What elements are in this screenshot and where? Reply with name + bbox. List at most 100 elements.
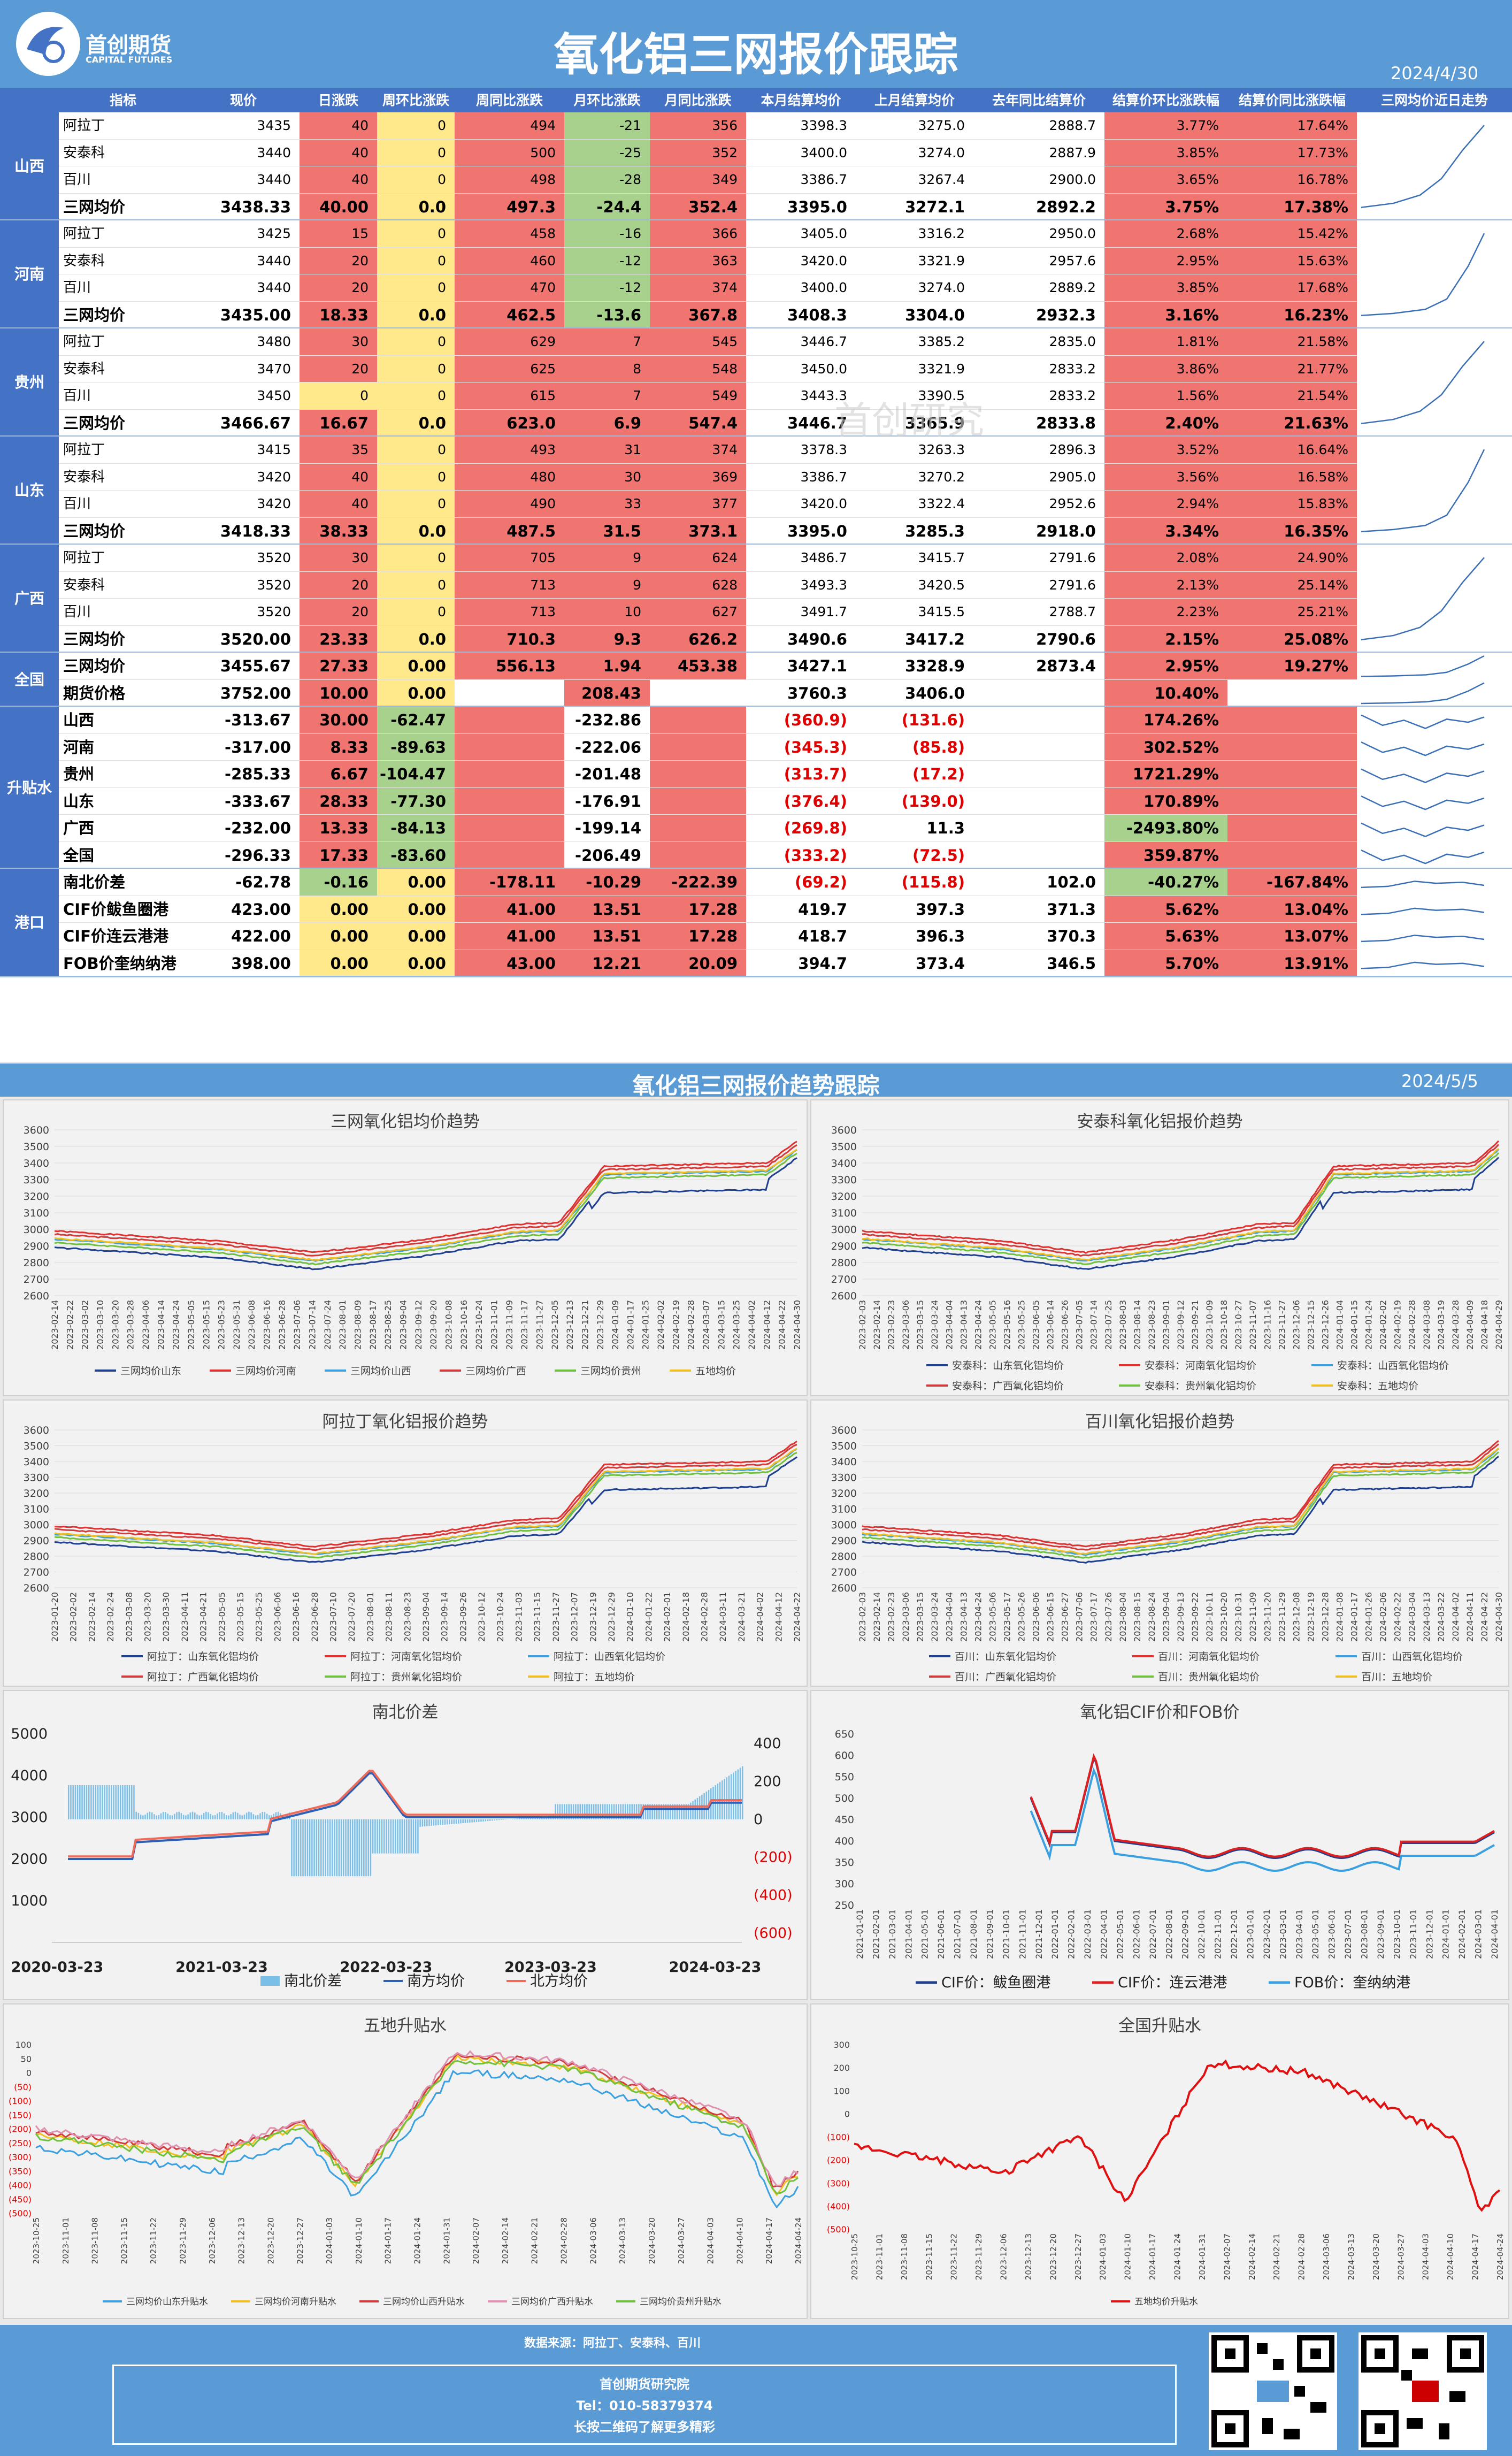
table-cell: 3415.5 bbox=[856, 599, 973, 626]
x-tick-label: 2024-04-24 bbox=[1495, 2233, 1505, 2280]
y-tick-label: (150) bbox=[9, 2110, 32, 2120]
y-tick-label: 2900 bbox=[24, 1535, 49, 1547]
table-cell: 0.0 bbox=[377, 625, 455, 653]
table-cell: -178.11 bbox=[455, 869, 564, 896]
table-cell bbox=[973, 707, 1104, 734]
qr-code-2-icon[interactable] bbox=[1359, 2332, 1487, 2450]
row-label: 三网均价 bbox=[59, 653, 187, 680]
table-cell: (269.8) bbox=[746, 815, 856, 842]
x-tick-label: 2023-12-06 bbox=[208, 2217, 217, 2264]
x-tick-label: 2023-09-20 bbox=[428, 1300, 439, 1350]
x-tick-label: 2023-11-22 bbox=[949, 2233, 959, 2280]
table-cell: 16.78% bbox=[1227, 166, 1357, 194]
table-cell: -89.63 bbox=[377, 733, 455, 761]
spread-bar bbox=[323, 1819, 324, 1877]
x-tick-label: 2023-02-03 bbox=[857, 1592, 868, 1642]
spread-bar bbox=[399, 1819, 401, 1854]
x-tick-label: 2023-04-06 bbox=[141, 1300, 151, 1350]
y-tick-label: 3200 bbox=[24, 1191, 49, 1203]
spread-bar bbox=[570, 1804, 572, 1819]
row-separator bbox=[59, 922, 1357, 923]
y-tick-label: 600 bbox=[835, 1750, 854, 1762]
table-cell: 40 bbox=[300, 166, 377, 194]
x-tick-label: 2023-10-16 bbox=[459, 1300, 469, 1350]
spread-bar bbox=[203, 1813, 205, 1819]
table-cell bbox=[1227, 787, 1357, 815]
x-tick-label: 2023-04-24 bbox=[973, 1592, 983, 1642]
table-cell bbox=[973, 815, 1104, 842]
spread-bar bbox=[458, 1819, 459, 1824]
spread-bar bbox=[124, 1785, 126, 1819]
x-tick-label: 2022-11-01 bbox=[1213, 1909, 1223, 1959]
sparkline-path bbox=[1361, 881, 1484, 887]
row-label: 安泰科 bbox=[59, 139, 187, 166]
x-tick-label: 2023-11-07 bbox=[1248, 1300, 1258, 1350]
x-tick-label: 2023-08-23 bbox=[402, 1592, 412, 1642]
legend-label: 三网均价山西 bbox=[350, 1365, 411, 1377]
x-tick-label: 2024-04-10 bbox=[735, 2217, 745, 2264]
spread-bar bbox=[494, 1819, 495, 1821]
table-cell: 710.3 bbox=[455, 625, 564, 653]
table-cell bbox=[1227, 707, 1357, 734]
y-tick-label: 0 bbox=[845, 2109, 850, 2119]
row-label: 百川 bbox=[59, 491, 187, 518]
x-tick-label: 2023-03-24 bbox=[930, 1592, 940, 1642]
spread-bar bbox=[482, 1819, 484, 1822]
x-tick-label: 2023-04-04 bbox=[944, 1592, 954, 1642]
x-tick-label: 2024-04-30 bbox=[1494, 1592, 1504, 1642]
x-tick-label: 2023-12-07 bbox=[570, 1592, 580, 1642]
table-cell bbox=[650, 761, 746, 788]
x-tick-label: 2023-12-06 bbox=[999, 2233, 1009, 2280]
group-separator bbox=[0, 652, 1512, 653]
y-tick-label: 100 bbox=[15, 2040, 32, 2050]
table-cell: 349 bbox=[650, 166, 746, 194]
spread-bar bbox=[354, 1819, 356, 1877]
table-cell: 16.67 bbox=[300, 409, 377, 437]
table-cell: 3275.0 bbox=[856, 112, 973, 140]
qr-code-1-icon[interactable] bbox=[1209, 2332, 1337, 2450]
series-line bbox=[54, 1456, 797, 1563]
table-cell: 3400.0 bbox=[746, 274, 856, 302]
table-cell: -25 bbox=[564, 139, 650, 166]
x-tick-label: 2023-05-15 bbox=[201, 1300, 211, 1350]
table-cell: 2.08% bbox=[1104, 545, 1227, 572]
spread-bar bbox=[291, 1819, 293, 1877]
spread-bar bbox=[485, 1819, 487, 1822]
table-cell: 3267.4 bbox=[856, 166, 973, 194]
table-cell: 2873.4 bbox=[973, 653, 1104, 680]
spread-bar bbox=[408, 1819, 410, 1854]
table-cell: 2900.0 bbox=[973, 166, 1104, 194]
x-tick-label: 2023-10-25 bbox=[32, 2217, 41, 2264]
column-header: 月环比涨跌 bbox=[573, 93, 641, 108]
spread-bar bbox=[300, 1819, 302, 1877]
spread-bar bbox=[386, 1819, 387, 1854]
table-cell: 0 bbox=[377, 112, 455, 140]
table-cell: 370.3 bbox=[973, 923, 1104, 950]
table-cell: 2.40% bbox=[1104, 409, 1227, 437]
table-cell: -0.16 bbox=[300, 869, 377, 896]
x-tick-label: 2023-11-01 bbox=[874, 2233, 884, 2280]
table-cell: 615 bbox=[455, 382, 564, 410]
x-tick-label: 2021-09-01 bbox=[985, 1909, 995, 1959]
row-separator bbox=[59, 841, 1357, 842]
spread-bar bbox=[106, 1785, 108, 1819]
table-cell: 13.51 bbox=[564, 923, 650, 950]
row-label: 三网均价 bbox=[59, 193, 187, 220]
table-cell: 374 bbox=[650, 437, 746, 464]
series-line bbox=[54, 1448, 797, 1555]
sparkline-path bbox=[1361, 125, 1484, 208]
y-tick-label: 3000 bbox=[24, 1519, 49, 1531]
spread-bar bbox=[649, 1804, 651, 1819]
table-cell bbox=[455, 761, 564, 788]
x-tick-label: 2021-03-23 bbox=[175, 1959, 268, 1976]
x-tick-label: 2023-02-14 bbox=[87, 1592, 97, 1642]
x-tick-label: 2023-03-01 bbox=[1278, 1909, 1288, 1959]
spread-bar bbox=[250, 1812, 252, 1819]
x-tick-label: 2024-02-28 bbox=[686, 1300, 696, 1350]
spread-bar bbox=[208, 1812, 209, 1819]
series-line bbox=[54, 1157, 797, 1271]
spread-bar bbox=[171, 1815, 173, 1819]
table-cell: 3.77% bbox=[1104, 112, 1227, 140]
spread-bar bbox=[104, 1785, 105, 1819]
table-cell: -40.27% bbox=[1104, 869, 1227, 896]
